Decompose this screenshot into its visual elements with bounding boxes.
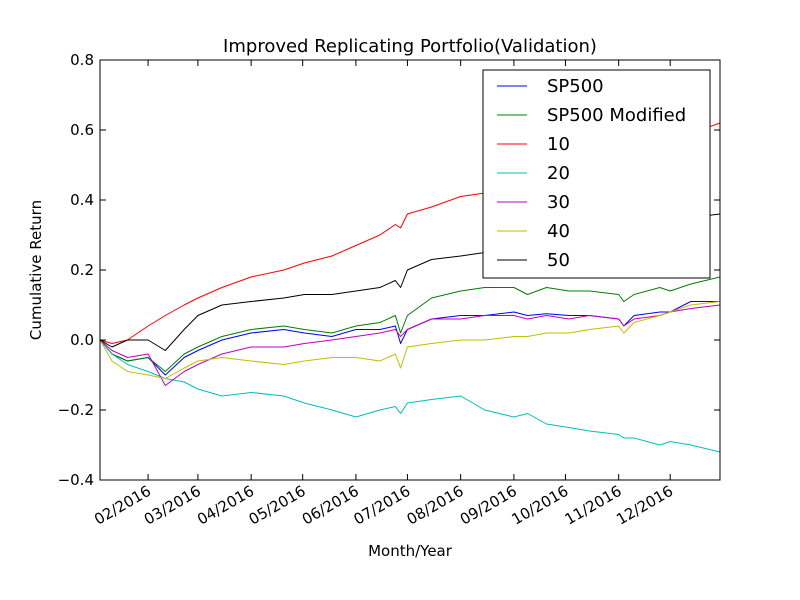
legend-label-20: 20 [547, 163, 570, 184]
y-tick-label: 0.0 [70, 331, 94, 349]
y-tick-label: 0.4 [70, 191, 94, 209]
y-tick-label: −0.4 [58, 471, 94, 489]
series-line-20 [99, 339, 721, 453]
y-tick-label: 0.2 [70, 261, 94, 279]
y-tick-label: 0.6 [70, 121, 94, 139]
series-line-30 [99, 304, 721, 386]
legend: SP500 SP500 Modified 10 20 30 40 50 [482, 69, 711, 279]
legend-box [482, 69, 711, 279]
legend-label-30: 30 [547, 192, 570, 213]
legend-label-sp500-modified: SP500 Modified [547, 105, 686, 126]
legend-label-sp500: SP500 [547, 76, 604, 97]
y-axis: −0.4 −0.2 0.0 0.2 0.4 0.6 0.8 [58, 51, 720, 489]
legend-label-10: 10 [547, 134, 570, 155]
y-tick-label: −0.2 [58, 401, 94, 419]
series-line-40 [99, 301, 721, 379]
legend-label-40: 40 [547, 221, 570, 242]
legend-label-50: 50 [547, 250, 570, 271]
x-axis-title: Month/Year [368, 542, 453, 560]
chart-title: Improved Replicating Portfolio(Validatio… [223, 36, 597, 57]
y-tick-label: 0.8 [70, 51, 94, 69]
y-axis-title: Cumulative Return [27, 200, 45, 340]
series-line-sp500-modified [99, 276, 721, 372]
